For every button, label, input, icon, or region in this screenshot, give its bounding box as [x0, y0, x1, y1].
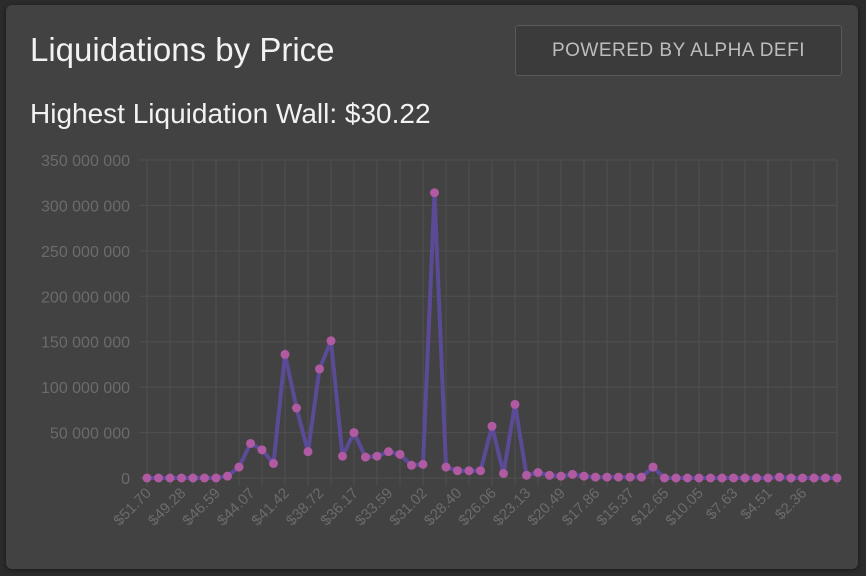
x-tick-label: $23.13 [490, 485, 534, 529]
data-point [533, 468, 543, 478]
data-point [545, 470, 554, 480]
data-point [740, 473, 750, 483]
data-point [292, 403, 301, 413]
data-point [821, 473, 830, 483]
y-tick-label: 350 000 000 [41, 153, 130, 170]
x-tick-label: $51.70 [110, 485, 154, 529]
data-point [763, 473, 773, 483]
data-point [476, 466, 485, 476]
x-tick-label: $2.36 [772, 485, 811, 524]
data-point [142, 473, 152, 483]
data-point [694, 473, 704, 483]
data-point [349, 428, 359, 438]
data-point [326, 336, 336, 346]
data-point [384, 447, 393, 457]
y-tick-label: 150 000 000 [41, 335, 130, 352]
data-point [510, 399, 520, 409]
x-tick-label: $4.51 [737, 485, 776, 524]
data-point [165, 473, 175, 483]
data-point [303, 447, 313, 457]
data-point [706, 473, 715, 483]
data-point [602, 472, 612, 482]
data-point [717, 473, 727, 483]
data-point [361, 452, 370, 462]
x-tick-label: $31.02 [386, 485, 430, 529]
data-point [499, 468, 508, 478]
data-point [338, 451, 347, 461]
data-point [591, 472, 600, 482]
data-point [614, 472, 623, 482]
data-point [809, 473, 819, 483]
data-point [832, 473, 842, 483]
data-point [441, 462, 451, 472]
x-tick-label: $46.59 [179, 485, 223, 529]
data-point [407, 460, 416, 470]
data-point [315, 364, 324, 374]
x-tick-label: $7.63 [703, 485, 742, 524]
x-tick-label: $17.86 [559, 485, 603, 529]
x-axis-ticks: $51.70$49.28$46.59$44.07$41.42$38.72$36.… [110, 485, 810, 529]
x-tick-label: $15.37 [593, 485, 637, 529]
data-point [188, 473, 198, 483]
data-point [200, 473, 209, 483]
data-point [556, 471, 566, 481]
data-point [372, 451, 382, 461]
data-point [568, 469, 577, 479]
data-point [752, 473, 761, 483]
x-tick-label: $41.42 [248, 485, 292, 529]
data-point [775, 472, 784, 482]
data-point [464, 466, 474, 476]
data-point [683, 473, 692, 483]
data-point [637, 472, 646, 482]
data-point [177, 473, 186, 483]
data-point [579, 471, 589, 481]
data-point [395, 449, 405, 459]
y-tick-label: 300 000 000 [41, 198, 130, 215]
data-point [798, 473, 807, 483]
data-point [257, 445, 267, 455]
data-point [660, 473, 669, 483]
data-point [269, 458, 278, 468]
data-point [625, 472, 635, 482]
powered-by-button[interactable]: POWERED BY ALPHA DEFI [515, 25, 842, 76]
data-point [786, 473, 796, 483]
data-point [154, 473, 163, 483]
data-point [487, 421, 497, 431]
x-tick-label: $10.05 [662, 485, 706, 529]
y-tick-label: 0 [121, 471, 130, 488]
data-point [453, 466, 462, 476]
y-tick-label: 100 000 000 [41, 380, 130, 397]
data-point [223, 471, 232, 481]
y-axis-ticks: 0 50 000 000 100 000 000 150 000 000 200 000… [41, 153, 130, 488]
data-point [234, 462, 244, 472]
chart-series [142, 188, 842, 483]
data-point [211, 473, 221, 483]
x-tick-label: $20.49 [524, 485, 568, 529]
x-tick-label: $28.40 [421, 485, 465, 529]
x-tick-label: $12.65 [628, 485, 672, 529]
y-tick-label: 250 000 000 [41, 244, 130, 261]
x-tick-label: $36.17 [317, 485, 361, 529]
data-point [648, 462, 658, 472]
y-tick-label: 200 000 000 [41, 289, 130, 306]
y-tick-label: 50 000 000 [50, 426, 130, 443]
x-tick-label: $44.07 [214, 485, 258, 529]
x-tick-label: $26.06 [455, 485, 499, 529]
x-tick-label: $33.59 [352, 485, 396, 529]
chart-title: Liquidations by Price [30, 31, 335, 68]
data-point [729, 473, 738, 483]
data-point [430, 188, 439, 198]
data-point [671, 473, 681, 483]
data-point [522, 470, 531, 480]
data-point [280, 349, 290, 359]
data-point [246, 438, 255, 448]
x-tick-label: $49.28 [145, 485, 189, 529]
highest-liquidation-wall: Highest Liquidation Wall: $30.22 [30, 98, 431, 129]
data-point [418, 459, 428, 469]
x-tick-label: $38.72 [283, 485, 327, 529]
